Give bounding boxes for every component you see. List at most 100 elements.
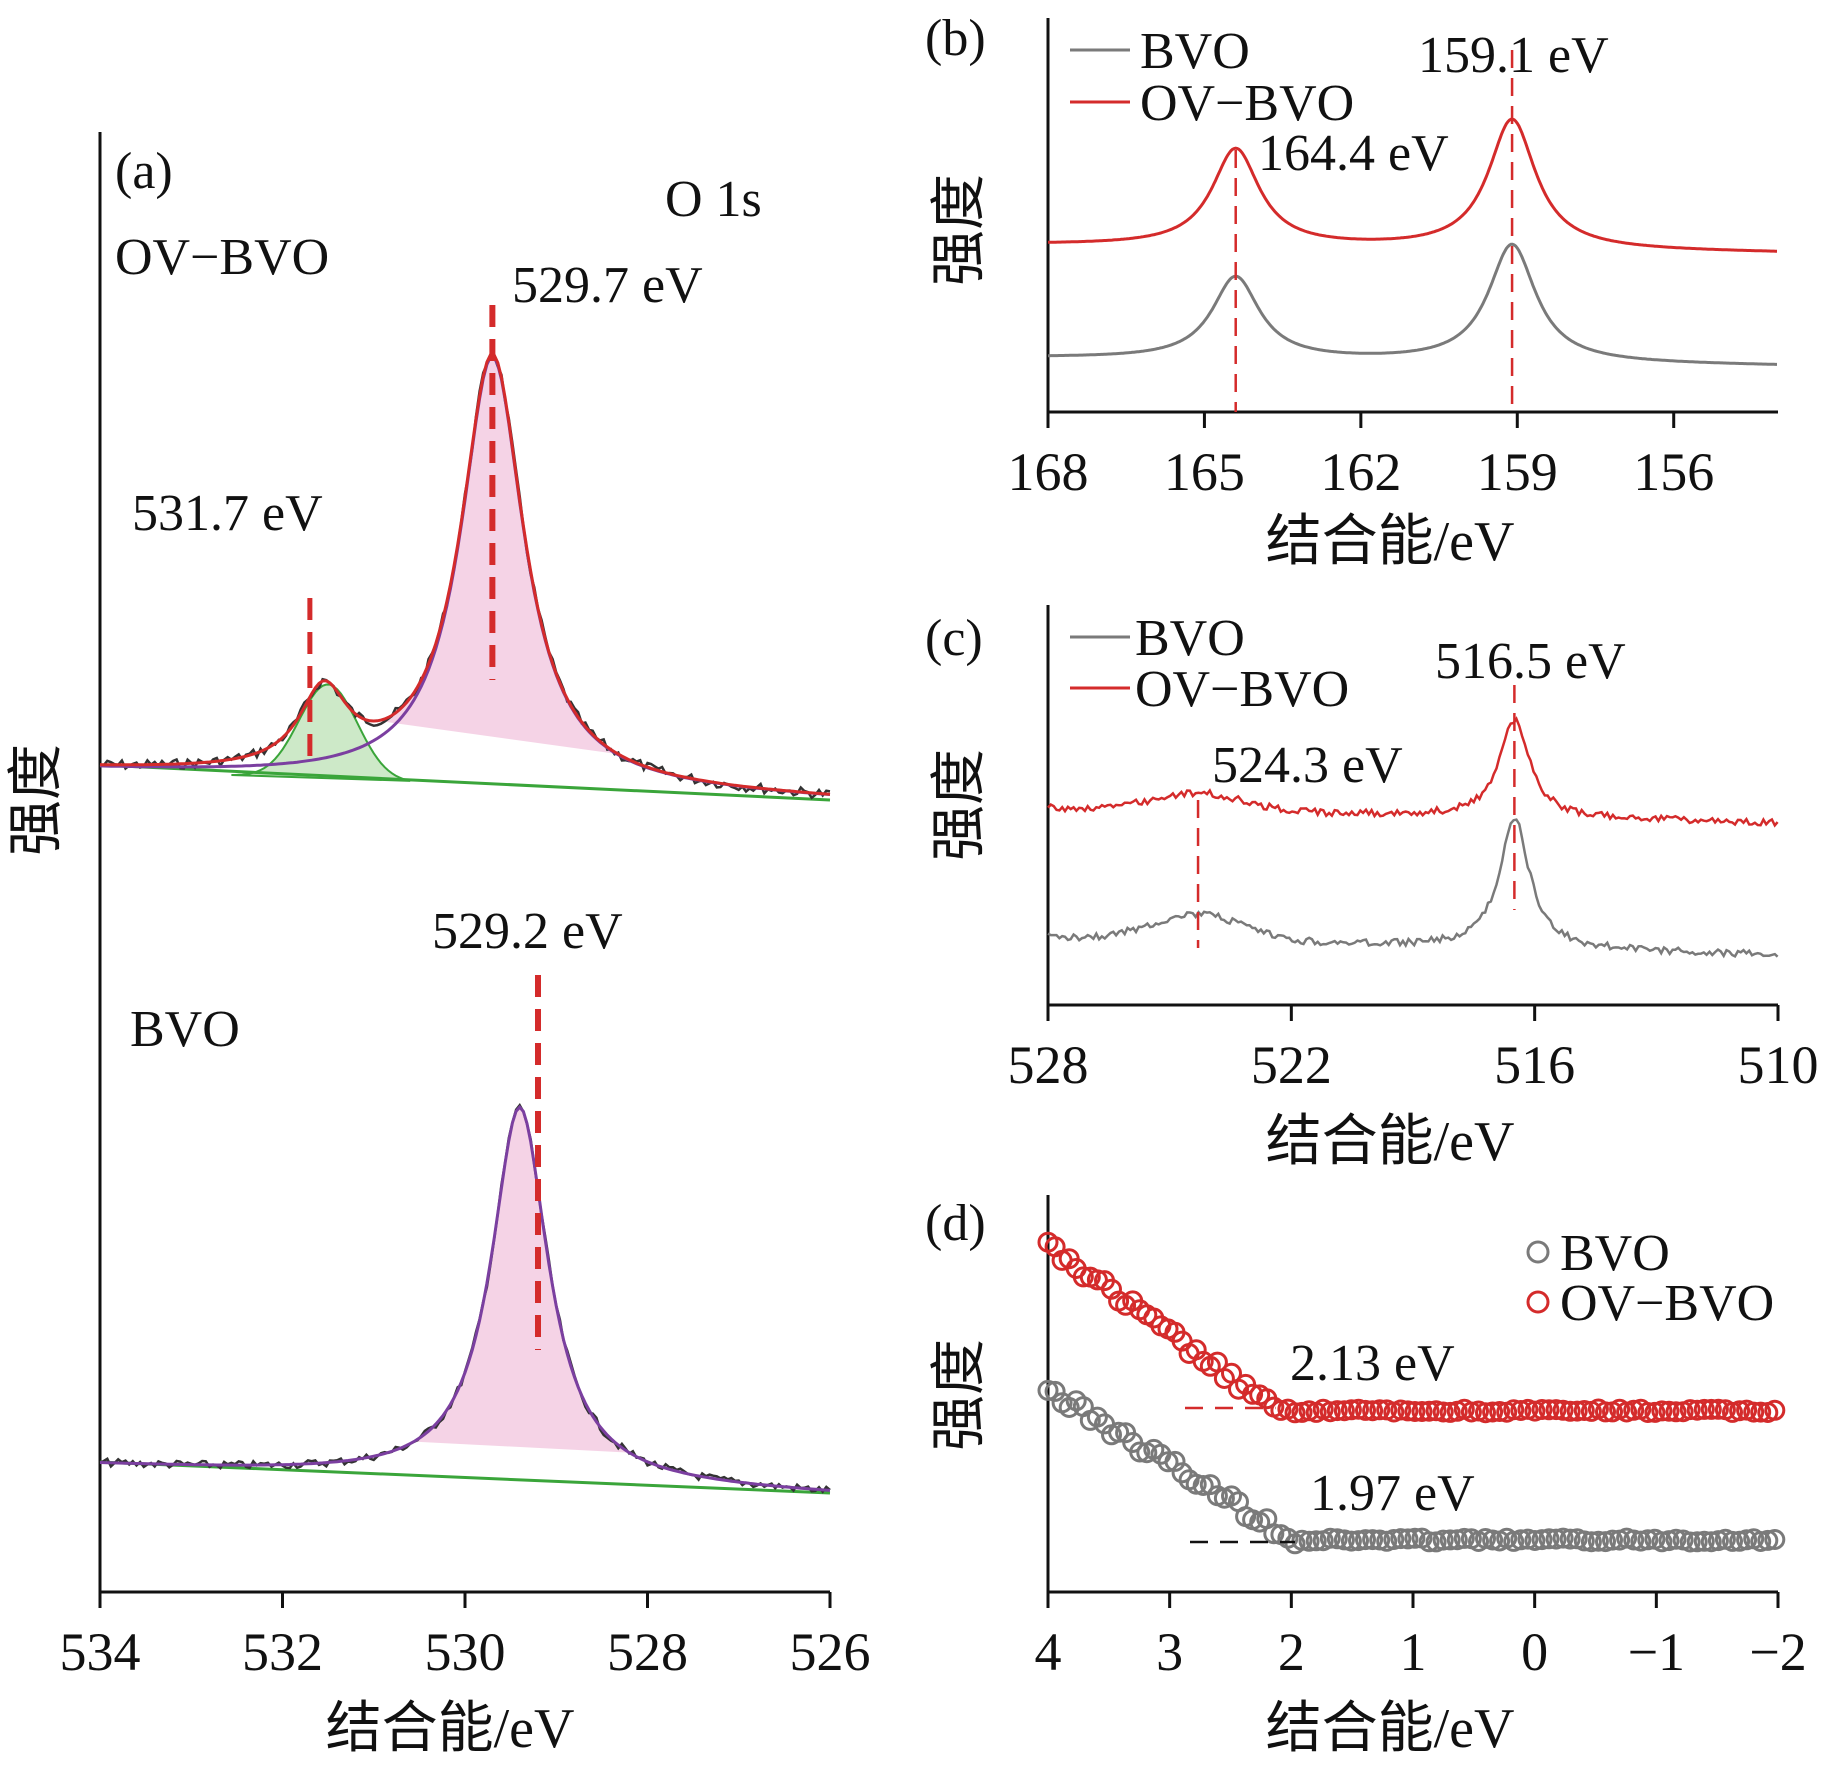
bvo-point-83: [1623, 1529, 1645, 1551]
bvo-point-40: [1319, 1527, 1341, 1549]
ov-bvo-point-95: [1707, 1398, 1729, 1420]
bvo-point-44: [1348, 1530, 1369, 1552]
ov-bvo-point-64: [1489, 1401, 1511, 1422]
panel-a-peak-ov-side: 531.7 eV: [132, 485, 323, 542]
panel-a: 534 532 530 528 526 (a) O 1s OV−BVO BVO 529.…: [6, 132, 871, 1760]
bvo-point-73: [1552, 1527, 1574, 1549]
ov-bvo-point-101: [1750, 1401, 1772, 1423]
series-bvo-line: [1048, 242, 1777, 366]
bvo-point-56: [1432, 1529, 1454, 1551]
x-tick-label-0: 4: [1035, 1622, 1062, 1682]
bvo-point-71: [1538, 1528, 1560, 1550]
ov-bvo-point-67: [1510, 1400, 1532, 1421]
bvo-point-32: [1263, 1523, 1285, 1545]
ov-bvo-point-88: [1658, 1400, 1680, 1422]
ov-bvo-point-53: [1411, 1401, 1433, 1422]
ov-bvo-point-92: [1686, 1399, 1708, 1421]
ov-bvo-point-71: [1538, 1399, 1560, 1421]
ov-bvo-point-7: [1086, 1269, 1108, 1291]
panel-b-curves: [1048, 50, 1777, 412]
bvo-point-59: [1453, 1527, 1475, 1549]
ov-bvo-point-29: [1242, 1383, 1264, 1405]
bvo-point-37: [1298, 1530, 1320, 1552]
panel-b-xlabel: 结合能/eV: [1266, 511, 1515, 573]
bvo-point-13: [1129, 1441, 1151, 1463]
bvo-point-89: [1665, 1528, 1687, 1550]
panel-c-ticks: 528 522 516 510: [1008, 1005, 1819, 1095]
x-tick-label-6: −2: [1749, 1622, 1806, 1682]
ov-bvo-point-41: [1326, 1400, 1348, 1422]
ov-bvo-point-91: [1679, 1399, 1701, 1421]
panel-d-xlabel: 结合能/eV: [1266, 1698, 1515, 1760]
bvo-point-91: [1679, 1531, 1701, 1553]
panel-d-ylabel: 强度: [929, 1339, 991, 1451]
x-tick-label-1: 532: [242, 1622, 323, 1682]
panel-a-peak-ov-main: 529.7 eV: [512, 257, 703, 314]
panel-b-peak-2-label: 159.1 eV: [1418, 27, 1609, 84]
bvo-point-85: [1637, 1529, 1659, 1551]
bvo-point-67: [1510, 1529, 1532, 1551]
bvo-point-70: [1531, 1529, 1553, 1551]
ov-bvo-point-76: [1573, 1400, 1595, 1421]
panel-d: 4 3 2 1 0 −1 −2 (d) BVO OV−BVO 2.13 eV 1.97 eV…: [925, 1195, 1807, 1760]
panel-d-points: [1037, 1231, 1786, 1555]
x-tick-label-1: 165: [1164, 442, 1245, 502]
ov-bvo-point-46: [1362, 1400, 1384, 1422]
panel-b: 168 165 162 159 156 (b) BVO OV−BVO 164.4 eV …: [925, 10, 1778, 573]
bvo-point-19: [1171, 1462, 1193, 1484]
ov-bvo-point-57: [1439, 1401, 1461, 1423]
bvo-point-102: [1757, 1529, 1779, 1551]
ov-bvo-point-98: [1729, 1400, 1751, 1422]
ov-bvo-point-40: [1319, 1401, 1341, 1423]
ov-bvo-point-73: [1552, 1399, 1574, 1421]
ov-bvo-point-72: [1545, 1399, 1567, 1421]
ov-bvo-point-93: [1693, 1398, 1715, 1420]
bvo-point-22: [1192, 1475, 1214, 1496]
ov-bvo-point-89: [1665, 1401, 1687, 1423]
x-tick-label-4: 156: [1633, 442, 1714, 502]
panel-d-edge-bvo-label: 1.97 eV: [1310, 1465, 1475, 1522]
bvo-point-23: [1199, 1474, 1221, 1496]
panel-b-label: (b): [925, 10, 986, 67]
series-ov-bvo-line: [1048, 117, 1777, 253]
bvo-point-43: [1340, 1530, 1362, 1552]
bvo-point-94: [1700, 1531, 1722, 1553]
panel-c-legend-bvo: BVO: [1135, 610, 1245, 667]
bvo-point-63: [1482, 1529, 1504, 1551]
panel-b-ticks: 168 165 162 159 156: [1008, 412, 1714, 502]
panel-d-legend-bvo-marker: [1526, 1240, 1550, 1264]
bvo-point-46: [1362, 1529, 1384, 1551]
panel-c: 528 522 516 510 (c) BVO OV−BVO 524.3 eV 516…: [925, 605, 1819, 1173]
bvo-point-1: [1044, 1380, 1066, 1402]
series-ov-bvo-line: [1047, 716, 1779, 828]
panel-a-peak-bvo-main: 529.2 eV: [432, 903, 623, 960]
panel-d-edge-ov-label: 2.13 eV: [1290, 1335, 1455, 1392]
ov-bvo-point-21: [1185, 1339, 1207, 1361]
panel-a-label: (a): [115, 143, 173, 200]
panel-c-ylabel: 强度: [929, 749, 991, 861]
x-tick-label-2: 2: [1278, 1622, 1305, 1682]
bvo-envelope-fit: [99, 1104, 831, 1492]
ov-bvo-point-43: [1340, 1399, 1362, 1421]
x-tick-label-1: 522: [1251, 1035, 1332, 1095]
x-tick-label-0: 534: [60, 1622, 141, 1682]
bvo-point-103: [1764, 1529, 1786, 1550]
bvo-point-45: [1355, 1529, 1376, 1551]
bvo-point-51: [1397, 1528, 1419, 1550]
bvo-point-97: [1722, 1530, 1743, 1552]
bvo-point-69: [1524, 1530, 1546, 1551]
ov-bvo-point-85: [1637, 1402, 1659, 1423]
bvo-point-7: [1086, 1406, 1108, 1428]
bvo-point-38: [1305, 1530, 1327, 1552]
bvo-point-76: [1573, 1530, 1595, 1552]
panel-c-curves: [1047, 685, 1779, 959]
ov-bvo-point-56: [1432, 1401, 1454, 1423]
bvo-point-3: [1058, 1397, 1080, 1418]
ov-bvo-point-66: [1503, 1399, 1525, 1421]
x-tick-label-1: 3: [1156, 1622, 1183, 1682]
panel-d-legend-ov: OV−BVO: [1560, 1275, 1774, 1332]
bvo-point-18: [1164, 1450, 1186, 1472]
bvo-point-57: [1439, 1529, 1461, 1551]
bvo-point-0: [1037, 1379, 1059, 1401]
